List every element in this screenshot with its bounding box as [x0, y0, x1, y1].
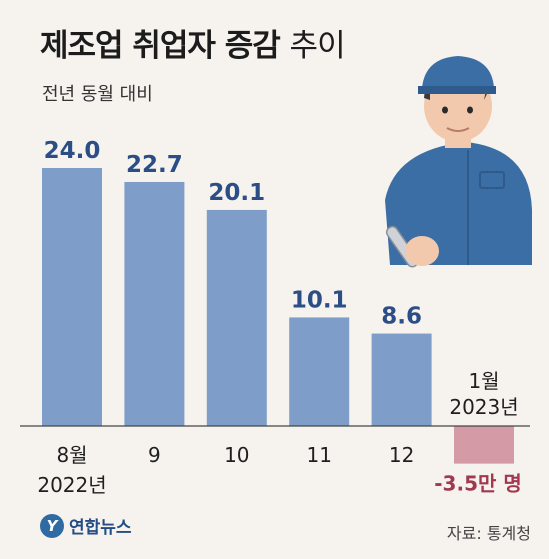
bar-1	[42, 168, 102, 426]
mechanic-cap-brim	[418, 86, 496, 94]
mechanic-hand	[405, 236, 439, 266]
mechanic-cap	[422, 56, 494, 88]
bar-4	[289, 317, 350, 426]
year-label-6: 2023년	[449, 395, 518, 419]
chart-title: 제조업 취업자 증감 추이	[40, 28, 346, 64]
category-label-5: 12	[389, 443, 414, 467]
category-label-1: 8월	[56, 443, 87, 467]
category-label-2: 9	[148, 443, 161, 467]
bar-5	[371, 333, 432, 426]
logo-mark-icon: Y	[40, 513, 64, 538]
mechanic-pocket	[479, 171, 505, 189]
value-label-6: -3.5만 명	[434, 472, 522, 496]
chart-subtitle: 전년 동월 대비	[42, 84, 153, 105]
value-label-1: 24.0	[44, 138, 101, 164]
yonhap-logo: Y 연합뉴스	[40, 513, 132, 538]
bar-6	[454, 426, 514, 464]
value-labels-group: 24.0 22.7 20.1 10.1 8.6 -3.5만 명	[44, 138, 522, 496]
value-label-2: 22.7	[126, 152, 183, 178]
bars-group	[42, 168, 514, 464]
mechanic-eye-left	[442, 106, 448, 114]
category-label-3: 10	[224, 443, 249, 467]
mechanic-eye-right	[467, 106, 473, 114]
mechanic-illustration	[385, 56, 532, 268]
bar-3	[206, 209, 267, 426]
value-label-4: 10.1	[291, 287, 348, 313]
mechanic-mouth	[446, 127, 470, 132]
category-label-6: 1월	[468, 369, 499, 393]
year-label-1: 2022년	[37, 473, 106, 497]
source-note: 자료: 통계청	[446, 524, 531, 543]
value-label-5: 8.6	[381, 304, 422, 330]
logo-text: 연합뉴스	[69, 518, 132, 538]
bar-2	[124, 181, 185, 426]
value-label-3: 20.1	[208, 180, 265, 206]
category-label-4: 11	[306, 443, 331, 467]
